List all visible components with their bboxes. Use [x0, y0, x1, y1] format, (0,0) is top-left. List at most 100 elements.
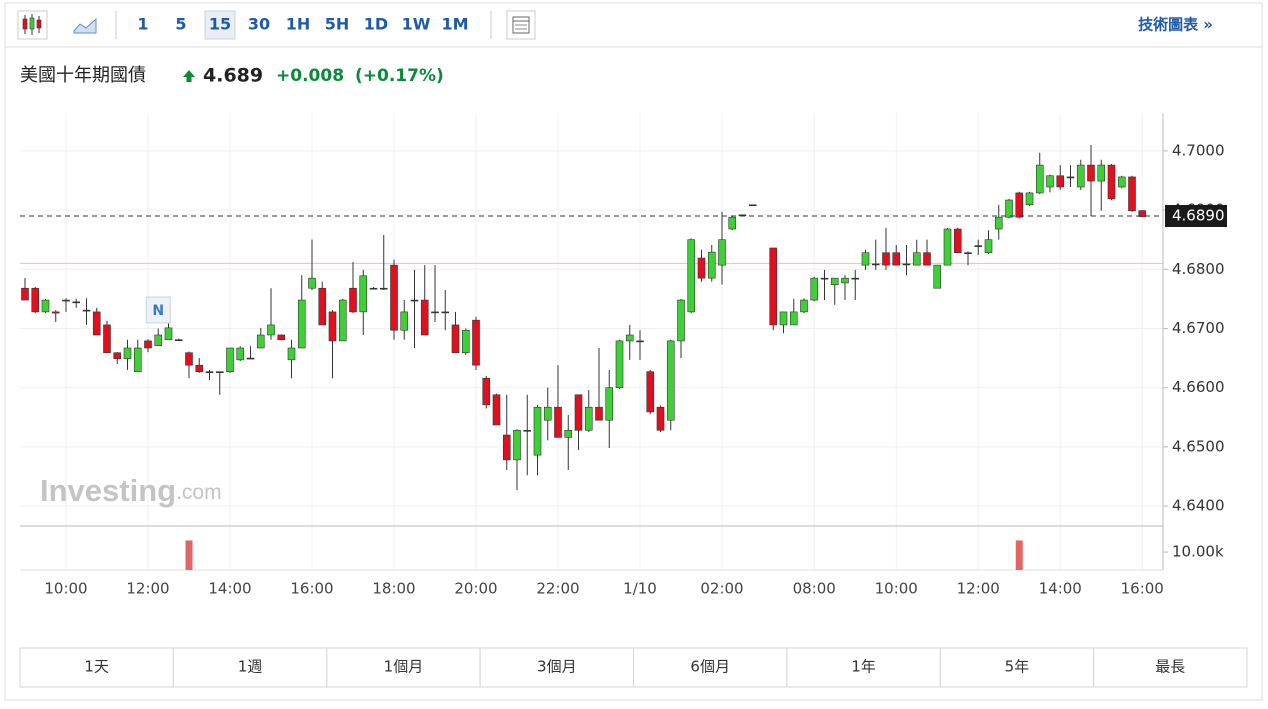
x-tick-label: 16:00: [290, 580, 333, 598]
candle-body: [810, 277, 819, 301]
candle-body: [431, 311, 439, 314]
candle-body: [451, 324, 460, 354]
candle-type-icon[interactable]: [17, 10, 48, 40]
candle-body: [554, 406, 562, 438]
candle-body: [748, 204, 757, 207]
candle-body: [287, 347, 296, 361]
interval-button[interactable]: 30: [248, 15, 270, 34]
candle-body: [994, 216, 1003, 230]
range-button[interactable]: [326, 647, 481, 688]
candle-body: [984, 239, 993, 254]
news-marker[interactable]: [145, 296, 171, 324]
candle-body: [974, 245, 983, 247]
range-button-label: 1週: [238, 658, 263, 676]
quote-change-percent: (+0.17%): [355, 66, 444, 86]
candle-body: [82, 309, 91, 312]
x-tick-label: 14:00: [208, 580, 251, 598]
candle-body: [338, 299, 347, 342]
candle-body: [646, 371, 655, 413]
line-type-icon[interactable]: [73, 17, 97, 34]
candle-body: [277, 334, 286, 341]
candle-body: [1097, 164, 1106, 182]
candle-body: [472, 319, 480, 366]
range-button-label: 1天: [84, 658, 109, 676]
candle-body: [113, 352, 122, 359]
watermark-brand: Investing: [40, 473, 176, 508]
candle-body: [1128, 176, 1136, 211]
range-button[interactable]: [939, 647, 1095, 688]
candle-body: [62, 299, 70, 302]
candle-body: [1025, 192, 1034, 206]
candle-body: [318, 287, 327, 326]
range-button-label: 6個月: [690, 658, 730, 676]
range-button[interactable]: [786, 647, 941, 688]
x-tick-label: 20:00: [454, 580, 497, 598]
candle-body: [1015, 192, 1024, 218]
y-tick-label: 10.00k: [1172, 543, 1224, 561]
candle-body: [779, 311, 788, 326]
layout-icon[interactable]: [506, 10, 536, 40]
range-button[interactable]: [633, 647, 788, 688]
candle-body: [625, 334, 634, 342]
candle-body: [707, 251, 716, 279]
range-button[interactable]: [1093, 647, 1248, 688]
candle-body: [308, 277, 316, 289]
x-tick-label: 12:00: [126, 580, 169, 598]
candle-body: [410, 299, 419, 302]
candle-body: [461, 329, 470, 354]
up-arrow: [183, 70, 195, 82]
y-tick-label: 4.7000: [1172, 141, 1225, 159]
candle-body: [297, 299, 306, 349]
candle-body: [677, 299, 685, 342]
candle-body: [492, 394, 501, 426]
volume-bar: [185, 540, 193, 570]
candle-body: [133, 347, 142, 372]
candle-body: [584, 406, 593, 431]
candle-body: [21, 287, 29, 301]
candle-body: [51, 311, 60, 314]
candle-body: [718, 239, 726, 266]
candle-body: [830, 277, 839, 285]
range-button[interactable]: [172, 647, 328, 688]
x-tick-label: 16:00: [1121, 580, 1164, 598]
interval-button[interactable]: 1M: [441, 15, 468, 34]
range-button[interactable]: [19, 647, 174, 688]
candle-body: [666, 340, 675, 421]
candle-body: [236, 347, 245, 361]
candle-body: [328, 311, 337, 342]
candle-body: [902, 263, 911, 266]
candle-body: [400, 311, 409, 331]
x-tick-label: 10:00: [44, 580, 87, 598]
interval-button[interactable]: 5: [175, 15, 186, 34]
candle-body: [892, 252, 901, 266]
candle-body: [923, 252, 931, 266]
range-button-label: 3個月: [537, 658, 577, 676]
x-tick-label: 22:00: [536, 580, 579, 598]
candle-body: [390, 264, 398, 331]
candle-body: [953, 228, 962, 254]
quote-price: 4.689: [203, 65, 263, 87]
interval-button[interactable]: 1W: [402, 15, 431, 34]
interval-button[interactable]: 1: [137, 15, 148, 34]
interval-button[interactable]: 1H: [286, 15, 311, 34]
volume-bar: [1015, 540, 1023, 570]
tech-chart-link[interactable]: 技術圖表 »: [1138, 16, 1213, 34]
candle-body: [1056, 175, 1065, 188]
candle-body: [851, 277, 860, 280]
range-button-label: 1個月: [384, 658, 424, 676]
y-tick-label: 4.6600: [1172, 378, 1225, 396]
quote-name: 美國十年期國債: [20, 65, 146, 86]
interval-button[interactable]: 5H: [325, 15, 350, 34]
candle-body: [359, 275, 368, 313]
candle-body: [543, 406, 552, 421]
candle-body: [154, 334, 163, 346]
y-tick-label: 4.6500: [1172, 437, 1225, 455]
news-marker-label: N: [152, 303, 164, 319]
candle-body: [31, 287, 40, 313]
interval-button[interactable]: 1D: [364, 15, 388, 34]
candle-body: [1138, 210, 1147, 217]
candle-body: [615, 340, 624, 388]
x-tick-label: 02:00: [700, 580, 743, 598]
interval-button[interactable]: 15: [209, 15, 231, 34]
